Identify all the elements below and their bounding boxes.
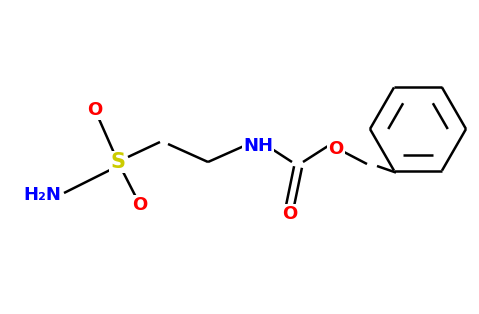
Text: NH: NH: [243, 137, 273, 155]
Text: H₂N: H₂N: [23, 186, 61, 204]
Text: O: O: [132, 196, 148, 214]
Text: O: O: [329, 140, 343, 158]
Text: O: O: [87, 101, 103, 119]
Text: S: S: [111, 152, 125, 172]
Text: O: O: [283, 205, 297, 223]
